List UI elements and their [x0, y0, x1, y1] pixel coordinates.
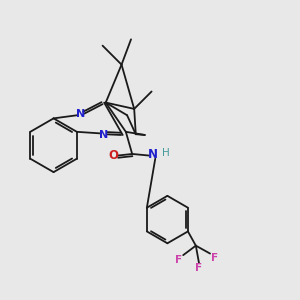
- Text: F: F: [195, 263, 203, 273]
- Text: H: H: [162, 148, 170, 158]
- Text: F: F: [175, 255, 182, 265]
- Text: N: N: [99, 130, 108, 140]
- Text: N: N: [148, 148, 158, 161]
- Text: F: F: [211, 253, 218, 263]
- Text: O: O: [108, 149, 118, 162]
- Text: N: N: [76, 109, 85, 118]
